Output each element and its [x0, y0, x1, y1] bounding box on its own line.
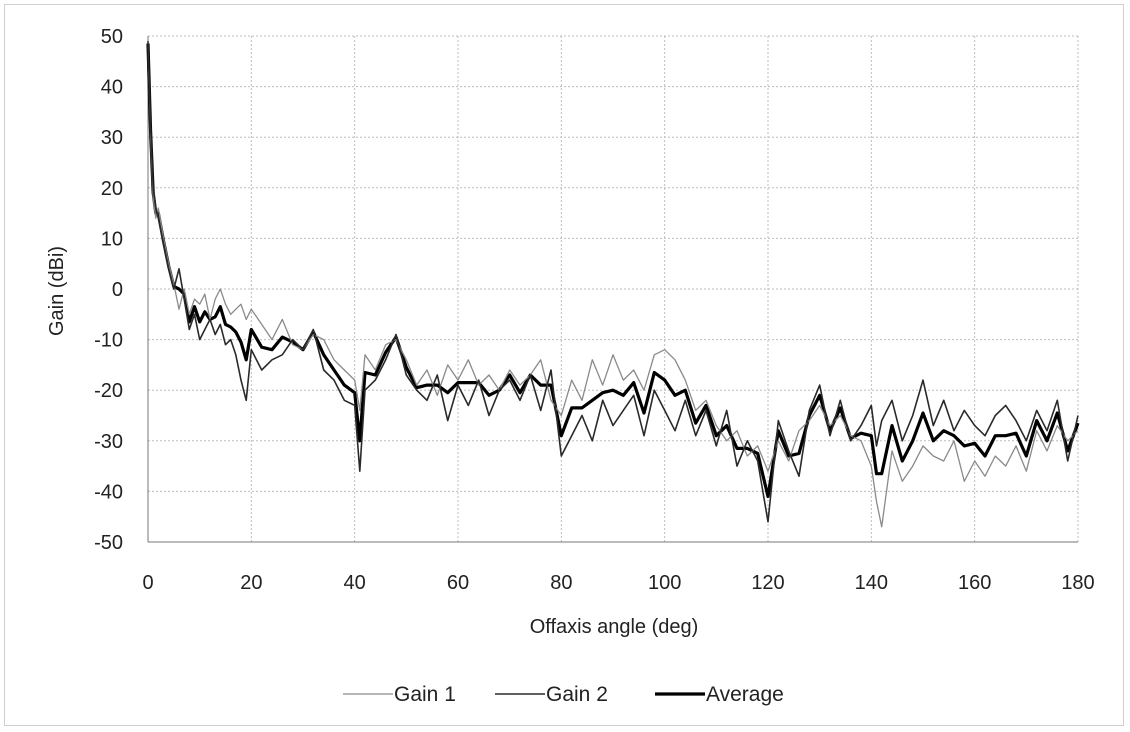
y-tick-label: -40 — [94, 481, 123, 503]
y-tick-label: -10 — [94, 330, 123, 352]
x-tick-label: 20 — [240, 572, 262, 594]
y-axis-title: Gain (dBi) — [46, 246, 68, 336]
plot-area — [147, 36, 1078, 543]
series-line-average — [146, 43, 1080, 499]
x-axis-ticks: 0 20 40 60 80 100 120 140 160 180 — [142, 572, 1094, 594]
legend: Gain 1 Gain 2 Average — [343, 683, 784, 706]
y-tick-label: -30 — [94, 431, 123, 453]
grid — [147, 35, 1079, 543]
x-tick-label: 60 — [447, 572, 469, 594]
y-tick-label: -20 — [94, 380, 123, 402]
y-tick-label: 50 — [101, 26, 123, 48]
x-tick-label: 120 — [751, 572, 784, 594]
x-tick-label: 0 — [142, 572, 153, 594]
x-axis-title: Offaxis angle (deg) — [530, 616, 699, 638]
y-tick-label: 30 — [101, 127, 123, 149]
x-tick-label: 160 — [958, 572, 991, 594]
series-layer — [146, 41, 1080, 528]
x-tick-label: 100 — [648, 572, 681, 594]
x-tick-label: 180 — [1061, 572, 1094, 594]
y-tick-label: 40 — [101, 77, 123, 99]
series-line-gain-2 — [147, 41, 1079, 523]
series-line-gain-1 — [147, 46, 1079, 528]
x-tick-label: 40 — [344, 572, 366, 594]
x-tick-label: 80 — [550, 572, 572, 594]
y-axis-ticks: 50 40 30 20 10 0 -10 -20 -30 -40 -50 — [94, 26, 123, 554]
y-tick-label: 0 — [112, 279, 123, 301]
legend-label-gain-2: Gain 2 — [546, 683, 608, 706]
legend-label-gain-1: Gain 1 — [394, 683, 456, 706]
x-tick-label: 140 — [855, 572, 888, 594]
y-tick-label: -50 — [94, 532, 123, 554]
legend-label-average: Average — [706, 683, 784, 706]
y-tick-label: 20 — [101, 178, 123, 200]
chart-frame — [4, 4, 1124, 726]
y-tick-label: 10 — [101, 228, 123, 250]
